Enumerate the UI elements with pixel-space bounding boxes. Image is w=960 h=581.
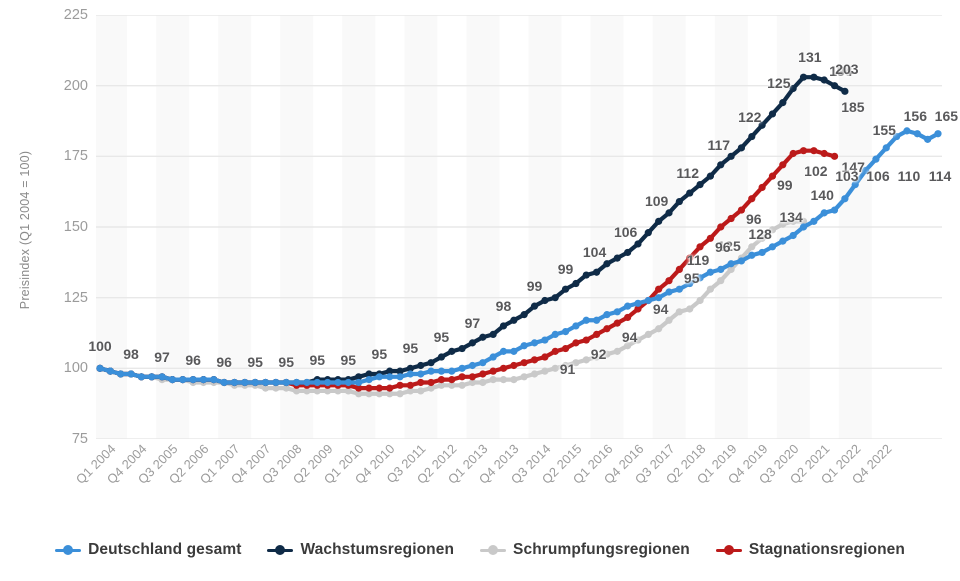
legend-item[interactable]: Wachstumsregionen: [267, 541, 454, 559]
y-axis-tick-label: 75: [71, 431, 88, 447]
y-axis-ticks: 225 200 175 150 125 100 75: [40, 0, 88, 581]
y-axis-tick-label: 200: [63, 77, 88, 94]
legend-item[interactable]: Stagnationsregionen: [715, 541, 905, 559]
legend-item[interactable]: Deutschland gesamt: [55, 541, 241, 559]
y-axis-tick-label: 225: [63, 7, 88, 23]
x-axis-ticks: Q1 2004 Q4 2004 Q3 2005 Q2 2006 Q1 2007 Q4 20…: [73, 441, 942, 521]
legend-item[interactable]: Schrumpfungsregionen: [480, 541, 690, 559]
legend-marker-icon: [715, 543, 742, 557]
y-axis-tick-label: 125: [63, 289, 88, 306]
y-axis-tick-label: 175: [63, 148, 88, 165]
legend-label: Schrumpfungsregionen: [513, 541, 690, 558]
legend-label: Wachstumsregionen: [300, 541, 455, 558]
plot-area: [96, 15, 942, 439]
y-axis-tick-label: 100: [63, 360, 88, 377]
chart-svg: [96, 15, 942, 439]
legend-marker-icon: [480, 543, 507, 557]
legend-label: Stagnationsregionen: [748, 541, 905, 558]
chart-legend: Deutschland gesamt Wachstumsregionen Schru…: [0, 530, 960, 570]
legend-marker-icon: [55, 543, 82, 557]
y-axis-title: Preisindex (Q1 2004 = 100): [18, 150, 32, 310]
y-axis-tick-label: 150: [63, 219, 88, 235]
legend-label: Deutschland gesamt: [88, 541, 242, 558]
legend-marker-icon: [267, 543, 294, 557]
